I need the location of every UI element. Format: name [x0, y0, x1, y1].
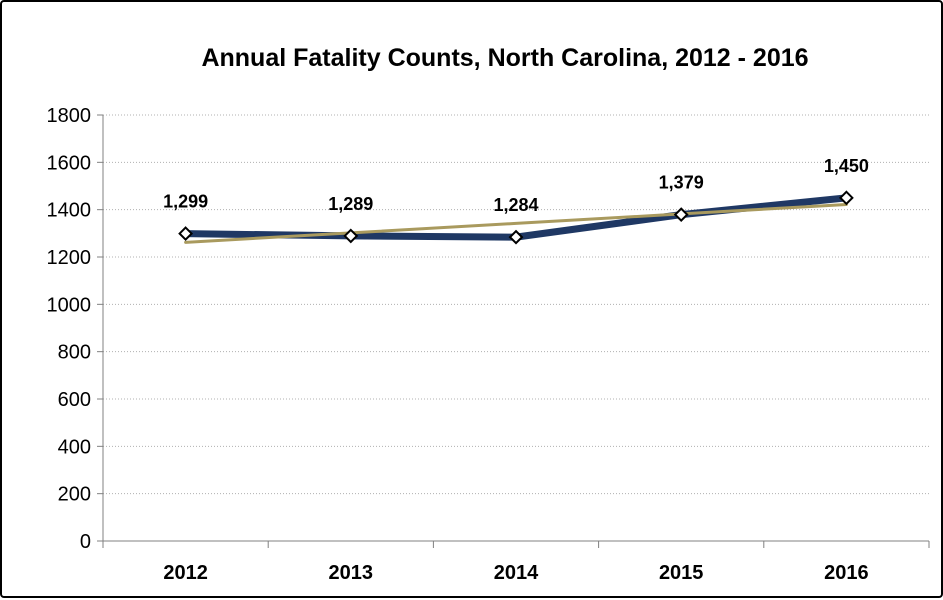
x-tick-labels: 2012 2013 2014 2015 2016	[163, 562, 868, 584]
chart-title: Annual Fatality Counts, North Carolina, …	[201, 44, 808, 72]
y-tick-label: 1200	[47, 247, 92, 269]
data-point-marker	[508, 229, 524, 245]
data-labels: 1,299 1,289 1,284 1,379 1,450	[163, 156, 869, 215]
y-tick-labels: 0 200 400 600 800 1000 1200 1400 1600 1800	[47, 105, 92, 553]
x-tick-label: 2016	[824, 562, 869, 584]
data-label: 1,450	[824, 156, 869, 176]
data-point-marker	[343, 228, 359, 244]
y-tick-label: 600	[58, 389, 91, 411]
gridlines	[103, 114, 929, 495]
y-tick-label: 1000	[47, 294, 92, 316]
x-tick-label: 2015	[659, 562, 704, 584]
data-point-marker	[178, 226, 194, 241]
y-tick-label: 0	[80, 531, 91, 553]
data-label: 1,379	[659, 173, 704, 193]
y-tick-label: 200	[58, 484, 91, 506]
trendline	[184, 202, 848, 244]
data-point-marker	[673, 207, 689, 223]
y-tick-label: 800	[58, 342, 91, 364]
y-tick-label: 400	[58, 436, 91, 458]
y-tick-label: 1400	[47, 200, 92, 222]
data-label: 1,299	[163, 192, 208, 212]
x-tick-label: 2012	[163, 562, 208, 584]
data-label: 1,289	[328, 194, 373, 214]
data-label: 1,284	[493, 195, 538, 215]
data-point-marker	[838, 190, 854, 206]
data-markers	[178, 190, 854, 245]
y-tick-label: 1600	[47, 152, 92, 174]
y-tick-label: 1800	[47, 105, 92, 127]
x-tick-label: 2014	[494, 562, 539, 584]
axes	[97, 114, 930, 548]
x-tick-label: 2013	[329, 562, 374, 584]
